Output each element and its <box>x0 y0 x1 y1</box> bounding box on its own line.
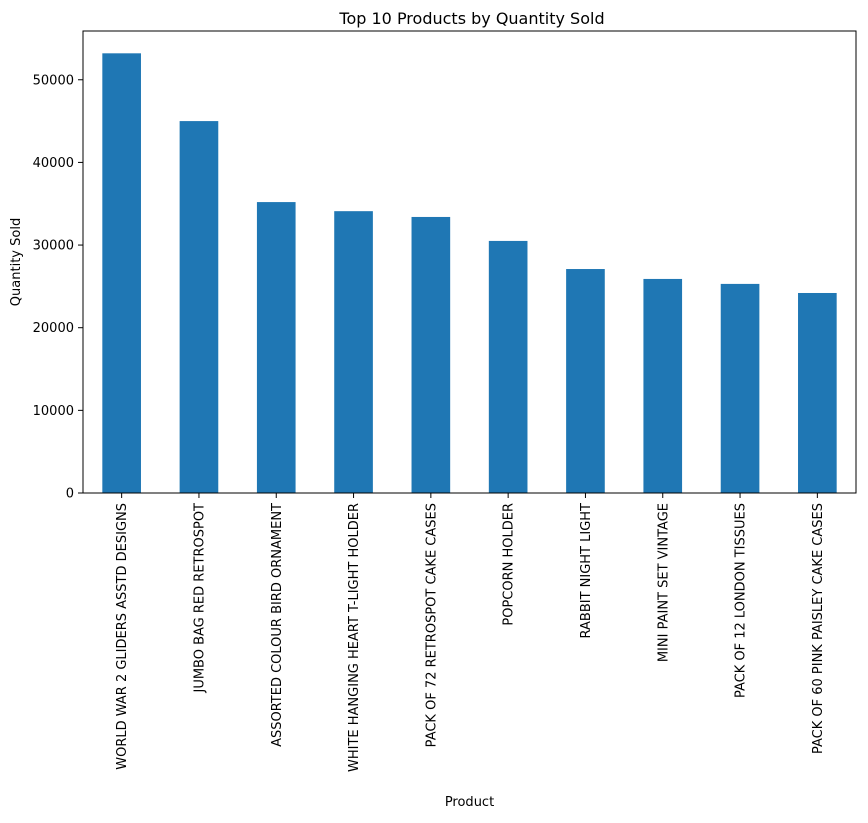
bar-1 <box>102 53 141 493</box>
bar-7 <box>566 269 605 493</box>
bar-2 <box>179 121 219 493</box>
y-axis-label: Quantity Sold <box>9 218 24 306</box>
x-axis-label: Product <box>445 795 494 810</box>
bar-4 <box>334 211 373 493</box>
y-tick-label: 30000 <box>33 239 74 254</box>
bar-8 <box>643 278 683 493</box>
x-tick-label: PACK OF 12 LONDON TISSUES <box>734 503 749 698</box>
bar-6 <box>488 240 528 493</box>
x-tick-label: JUMBO BAG RED RETROSPOT <box>192 503 207 694</box>
bar-3 <box>256 202 296 493</box>
x-axis-ticks: WORLD WAR 2 GLIDERS ASSTD DESIGNS JUMBO B… <box>115 493 826 772</box>
x-tick-label: POPCORN HOLDER <box>502 503 517 626</box>
y-tick-label: 10000 <box>33 404 74 419</box>
x-tick-label: WHITE HANGING HEART T-LIGHT HOLDER <box>347 503 362 772</box>
bar-10 <box>798 292 837 493</box>
y-tick-label: 40000 <box>33 156 74 171</box>
x-tick-label: RABBIT NIGHT LIGHT <box>579 503 594 639</box>
bars-group <box>102 53 837 493</box>
y-tick-label: 50000 <box>33 73 74 88</box>
bar-9 <box>720 283 760 493</box>
y-tick-label: 0 <box>66 487 74 502</box>
x-tick-label: WORLD WAR 2 GLIDERS ASSTD DESIGNS <box>115 503 130 770</box>
x-tick-label: MINI PAINT SET VINTAGE <box>656 503 671 662</box>
x-tick-label: PACK OF 60 PINK PAISLEY CAKE CASES <box>811 503 826 754</box>
x-tick-label: PACK OF 72 RETROSPOT CAKE CASES <box>424 503 439 747</box>
x-tick-label: ASSORTED COLOUR BIRD ORNAMENT <box>270 503 285 747</box>
y-tick-label: 20000 <box>33 321 74 336</box>
y-axis-ticks: 0 10000 20000 30000 40000 50000 <box>33 73 83 502</box>
chart-title: Top 10 Products by Quantity Sold <box>338 9 604 28</box>
plot-frame <box>82 30 857 494</box>
bar-5 <box>411 216 451 493</box>
